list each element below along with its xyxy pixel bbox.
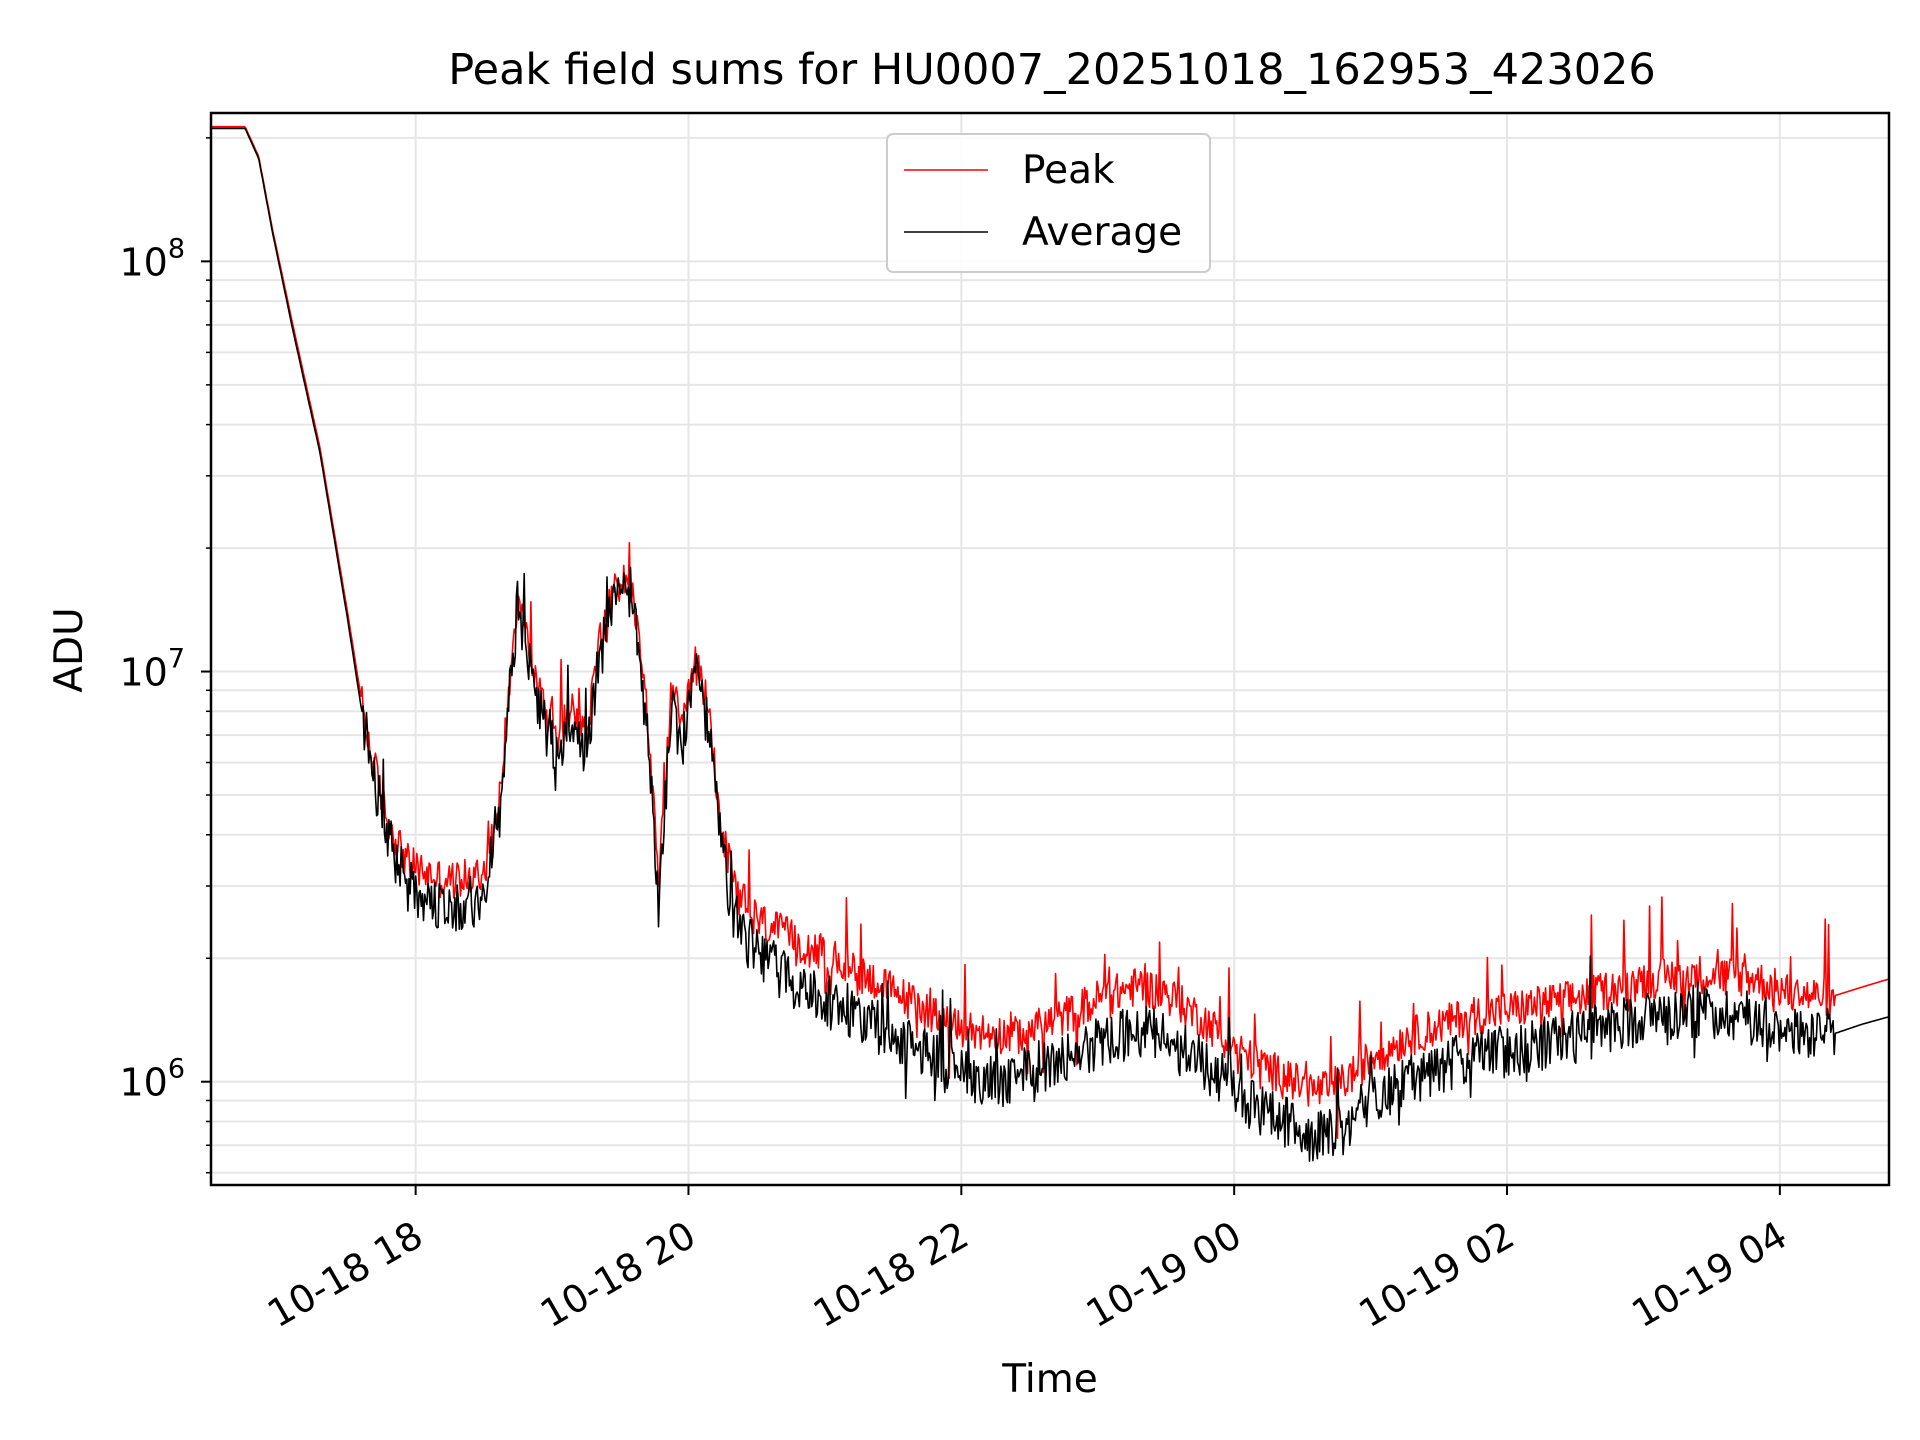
plot-frame (209, 111, 1891, 1187)
y-tick-label-base: 10 (119, 240, 167, 284)
series-line-average (211, 127, 1890, 1162)
legend-label-average: Average (1022, 210, 1182, 255)
y-tick-label: 108 (119, 233, 185, 284)
y-tick-label: 107 (119, 644, 185, 695)
grid (211, 113, 1889, 1185)
x-axis-label: Time (1001, 1357, 1097, 1402)
legend-label-peak: Peak (1022, 148, 1115, 193)
series-group (211, 125, 1890, 1162)
legend-box (886, 133, 1211, 273)
y-tick-label-base: 10 (119, 651, 167, 695)
y-tick-label: 106 (119, 1054, 185, 1105)
y-tick-label-base: 10 (119, 1061, 167, 1105)
legend: Peak Average (886, 133, 1211, 273)
y-axis-label: ADU (47, 607, 92, 692)
y-tick-label-exponent: 8 (168, 233, 185, 264)
y-tick-label-exponent: 7 (168, 644, 185, 675)
chart-title: Peak field sums for HU0007_20251018_1629… (448, 45, 1656, 95)
y-tick-label-exponent: 6 (168, 1054, 185, 1085)
